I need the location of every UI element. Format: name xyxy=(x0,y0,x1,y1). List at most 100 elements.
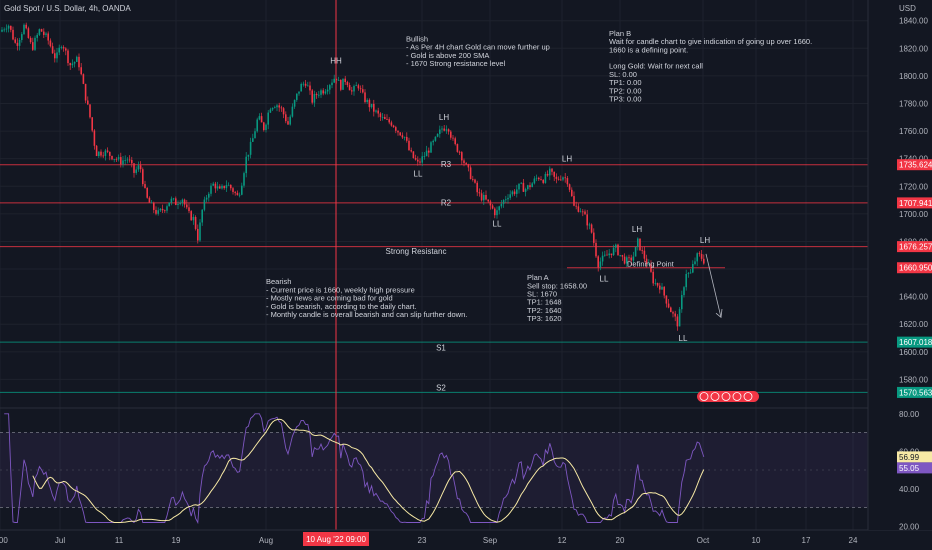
candle-body xyxy=(100,151,102,156)
candle-body xyxy=(362,89,364,93)
candle-body xyxy=(342,78,344,90)
alert-icon[interactable] xyxy=(721,392,731,401)
candle-body xyxy=(617,244,619,256)
candle-body xyxy=(414,157,417,160)
candle-body xyxy=(58,47,60,53)
candle-body xyxy=(436,133,439,137)
price-tick-label: 1600.00 xyxy=(899,348,928,357)
candle-body xyxy=(423,156,426,158)
candle-body xyxy=(542,179,544,183)
candle-body xyxy=(421,156,423,163)
candle-body xyxy=(463,160,465,164)
note-line: 1660 is a defining point. xyxy=(609,45,688,54)
candle-body xyxy=(144,184,146,188)
candle-body xyxy=(388,119,390,123)
candle-body xyxy=(91,117,93,131)
candle-body xyxy=(355,85,357,87)
level-price-label: 1660.950 xyxy=(899,264,932,273)
candle-body xyxy=(212,183,214,186)
price-tick-label: 1620.00 xyxy=(899,320,928,329)
candle-body xyxy=(267,112,269,125)
candle-body xyxy=(597,256,599,268)
alert-icon[interactable] xyxy=(743,392,753,401)
price-tick-label: 1700.00 xyxy=(899,210,928,219)
candle-body xyxy=(236,192,239,196)
crosshair-time-tag xyxy=(303,532,369,546)
candle-body xyxy=(278,105,280,108)
candle-body xyxy=(170,198,173,203)
candle-body xyxy=(599,261,602,268)
candle-body xyxy=(445,129,448,131)
candle-body xyxy=(47,33,49,41)
candle-body xyxy=(227,184,230,186)
candle-body xyxy=(161,208,164,211)
candle-body xyxy=(368,99,371,108)
candle-body xyxy=(485,194,487,200)
candle-body xyxy=(315,94,318,96)
alert-icon[interactable] xyxy=(699,392,709,401)
candle-body xyxy=(98,151,100,157)
note-line: Sell stop: 1658.00 xyxy=(527,281,587,290)
level-price-tag xyxy=(897,159,932,171)
candle-body xyxy=(243,173,245,186)
candle-body xyxy=(89,104,91,118)
candle-body xyxy=(590,224,593,233)
rsi-tick-label: 20.00 xyxy=(899,522,920,531)
level-price-label: 1607.018 xyxy=(899,338,932,347)
candle-body xyxy=(331,82,333,86)
candle-body xyxy=(434,136,437,141)
candle-body xyxy=(357,85,360,89)
candle-body xyxy=(291,106,294,117)
candle-body xyxy=(73,61,76,64)
note-line: TP1: 1648 xyxy=(527,298,562,307)
candle-body xyxy=(216,186,219,189)
time-tick-label: 20 xyxy=(616,536,625,545)
candle-body xyxy=(142,169,144,185)
note-line: - Monthly candle is overall bearish and … xyxy=(266,310,467,319)
price-axis[interactable]: 1580.001600.001620.001640.001660.001680.… xyxy=(867,0,932,531)
candle-body xyxy=(359,88,362,90)
candle-body xyxy=(344,78,346,83)
candle-body xyxy=(648,263,650,265)
candle-body xyxy=(370,103,373,108)
note-line: Bullish xyxy=(406,34,428,43)
candle-body xyxy=(663,286,665,296)
candle-body xyxy=(159,208,162,211)
candle-body xyxy=(641,250,643,252)
candle-body xyxy=(417,159,419,162)
candle-body xyxy=(555,176,558,179)
candle-body xyxy=(269,109,272,113)
alert-pill-group[interactable] xyxy=(697,391,759,402)
candle-body xyxy=(676,316,679,327)
candle-body xyxy=(157,210,159,214)
candle-body xyxy=(238,194,241,196)
candle-body xyxy=(71,63,74,66)
candle-body xyxy=(698,253,701,255)
candle-body xyxy=(553,171,555,177)
candle-body xyxy=(263,122,265,131)
pattern-label: Strong Resistanc xyxy=(386,247,447,256)
candle-body xyxy=(472,178,474,180)
candle-body xyxy=(579,211,582,213)
candle-body xyxy=(628,257,630,259)
time-tick-label: Oct xyxy=(697,536,710,545)
candle-body xyxy=(150,202,153,204)
candle-body xyxy=(225,185,228,189)
alert-icon[interactable] xyxy=(710,392,720,401)
candle-body xyxy=(410,150,412,152)
candle-body xyxy=(337,80,340,81)
candle-body xyxy=(122,160,124,165)
candle-body xyxy=(223,185,225,189)
alert-pills[interactable] xyxy=(697,391,759,402)
candle-body xyxy=(441,128,443,130)
candle-body xyxy=(661,286,663,290)
symbol-title: Gold Spot / U.S. Dollar, 4h, OANDA xyxy=(4,4,131,13)
candle-body xyxy=(177,204,179,206)
candle-body xyxy=(454,138,456,145)
candle-body xyxy=(54,53,56,59)
candle-body xyxy=(498,206,500,211)
alert-icon[interactable] xyxy=(732,392,742,401)
candle-body xyxy=(181,199,184,203)
candle-body xyxy=(496,210,498,216)
